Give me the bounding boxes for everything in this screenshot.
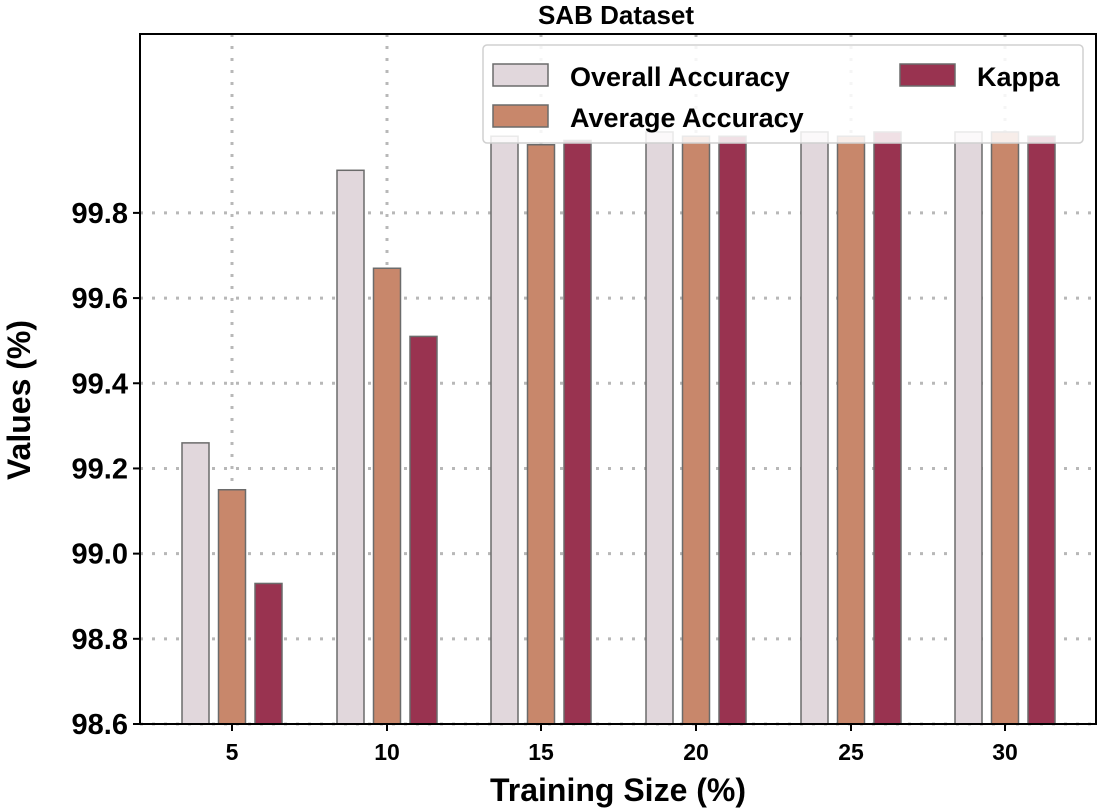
legend-swatch: [899, 63, 956, 87]
bar-average-accuracy: [217, 488, 247, 725]
x-tick-label: 30: [992, 739, 1018, 765]
bar-kappa: [563, 139, 592, 725]
bar-average-accuracy: [836, 135, 866, 725]
y-axis-ticks: 98.6 98.8 99.0 99.2 99.4 99.6 99.8: [72, 198, 140, 741]
chart-title: SAB Dataset: [538, 0, 694, 30]
y-tick-label: 98.6: [72, 709, 128, 741]
y-axis-label: Values (%): [1, 320, 37, 480]
legend-swatch: [492, 104, 549, 128]
y-tick-label: 99.4: [72, 368, 128, 400]
bar-kappa: [409, 335, 438, 725]
bar-overall-accuracy: [645, 131, 674, 725]
bar-kappa: [873, 131, 902, 725]
bar-average-accuracy: [990, 131, 1020, 725]
bar-overall-accuracy: [181, 442, 210, 725]
bar-kappa: [718, 135, 747, 725]
legend-label: Kappa: [977, 62, 1061, 92]
y-tick-label: 99.8: [72, 198, 128, 230]
bar-average-accuracy: [372, 267, 402, 725]
bars: [181, 131, 1056, 725]
bar-average-accuracy: [681, 135, 711, 725]
legend-label: Overall Accuracy: [570, 62, 790, 92]
plot-frame: [139, 33, 1097, 725]
x-tick-label: 15: [528, 739, 554, 765]
bar-average-accuracy: [526, 143, 556, 725]
x-axis-ticks: 5 10 15 20 25 30: [226, 724, 1018, 765]
bar-overall-accuracy: [490, 135, 519, 725]
y-tick-label: 99.6: [72, 283, 128, 315]
x-tick-label: 25: [838, 739, 864, 765]
bar-overall-accuracy: [336, 169, 365, 725]
legend-swatch: [492, 63, 549, 87]
y-tick-label: 99.2: [72, 453, 128, 485]
y-tick-label: 99.0: [72, 539, 128, 571]
y-tick-label: 98.8: [72, 624, 128, 656]
x-tick-label: 10: [374, 739, 400, 765]
bar-kappa: [1027, 135, 1056, 725]
legend: Overall Accuracy Average Accuracy Kappa: [482, 44, 1084, 144]
x-axis-label: Training Size (%): [490, 772, 746, 808]
bar-kappa: [254, 582, 283, 725]
bar-overall-accuracy: [800, 131, 829, 725]
legend-label: Average Accuracy: [570, 103, 804, 133]
x-tick-label: 5: [226, 739, 239, 765]
x-tick-label: 20: [683, 739, 709, 765]
bar-overall-accuracy: [954, 131, 983, 725]
